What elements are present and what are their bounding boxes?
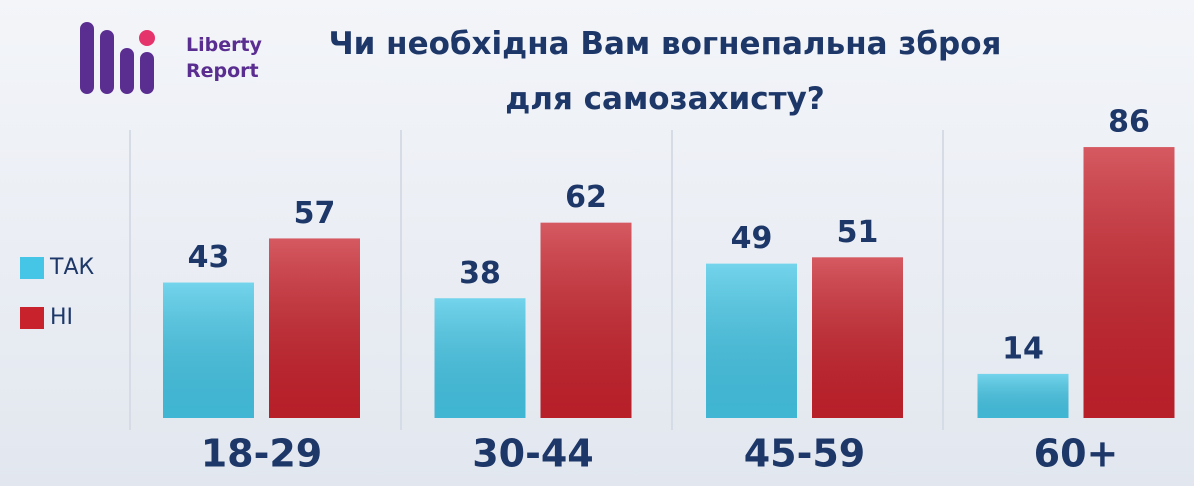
bar-shade — [269, 238, 360, 418]
bar-shade — [1083, 147, 1175, 418]
bar-shade — [706, 263, 797, 418]
bar-shade — [540, 222, 632, 418]
value-label: 57 — [294, 196, 336, 231]
logo — [80, 22, 155, 94]
value-label: 14 — [1002, 331, 1044, 366]
value-label: 86 — [1108, 105, 1150, 140]
value-label: 49 — [731, 221, 773, 256]
bar-shade — [434, 298, 526, 418]
value-label: 62 — [565, 180, 607, 215]
x-tick-label: 45-59 — [744, 432, 866, 476]
legend-swatch — [20, 257, 44, 279]
x-tick-label: 60+ — [1034, 432, 1119, 476]
value-label: 51 — [837, 215, 879, 250]
chart-title: Чи необхідна Вам вогнепальна зброя для са… — [329, 26, 1002, 117]
bar-shade — [812, 257, 903, 418]
value-label: 43 — [188, 240, 230, 275]
brand: Liberty Report — [186, 34, 263, 82]
x-tick-label: 30-44 — [472, 432, 594, 476]
legend-label: ТАК — [49, 255, 94, 280]
bar-shade — [977, 373, 1069, 418]
x-tick-label: 18-29 — [201, 432, 323, 476]
legend-swatch — [20, 307, 44, 329]
value-label: 38 — [459, 256, 501, 291]
bar-shade — [163, 282, 254, 418]
legend-label: НІ — [50, 305, 73, 330]
